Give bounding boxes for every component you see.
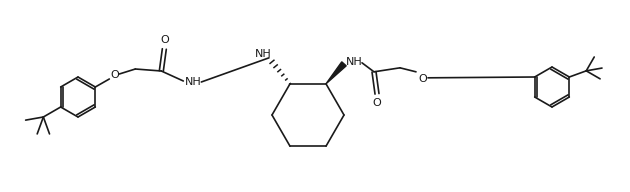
Text: NH: NH <box>346 57 362 67</box>
Text: O: O <box>372 98 381 108</box>
Text: NH: NH <box>185 77 202 87</box>
Text: O: O <box>418 74 427 84</box>
Text: O: O <box>110 70 118 80</box>
Text: NH: NH <box>255 49 272 59</box>
Text: O: O <box>160 35 169 45</box>
Polygon shape <box>326 62 347 84</box>
